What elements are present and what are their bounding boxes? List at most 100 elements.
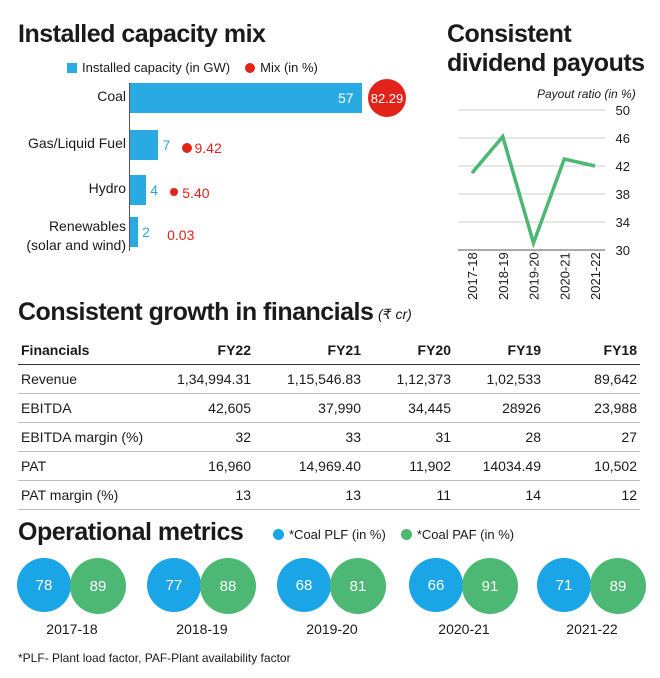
table-row: PAT 16,960 14,969.40 11,902 14034.49 10,502 bbox=[18, 451, 640, 481]
year-label: 2018-19 bbox=[176, 621, 228, 637]
dividend-axis-label: Payout ratio (in %) bbox=[537, 87, 636, 101]
plf-circle: 71 bbox=[537, 558, 591, 612]
table-cell: 28926 bbox=[463, 393, 553, 423]
table-cell: 23,988 bbox=[553, 393, 640, 423]
financials-header-row: Financials FY22 FY21 FY20 FY19 FY18 bbox=[18, 336, 640, 365]
year-label: 2017-18 bbox=[46, 621, 98, 637]
paf-legend-dot bbox=[400, 529, 412, 540]
table-cell: 14 bbox=[463, 480, 553, 510]
category-label: Hydro bbox=[88, 180, 126, 196]
year-label: 2019-20 bbox=[306, 621, 358, 637]
table-cell: 42,605 bbox=[173, 393, 263, 423]
capacity-legend-label: Installed capacity (in GW) bbox=[82, 60, 231, 75]
plf-circle: 66 bbox=[409, 558, 463, 612]
table-cell: 14034.49 bbox=[463, 451, 553, 481]
category-label: Coal bbox=[97, 88, 126, 104]
capacity-bar bbox=[130, 175, 147, 205]
capacity-value-label: 2 bbox=[142, 224, 150, 240]
table-cell: 31 bbox=[373, 422, 463, 452]
capacity-value-label: 57 bbox=[338, 90, 354, 106]
y-tick-label: 30 bbox=[616, 243, 630, 258]
x-tick-label: 2021-22 bbox=[588, 252, 603, 300]
table-header-cell: FY21 bbox=[263, 336, 373, 365]
table-cell: 32 bbox=[173, 422, 263, 452]
financials-body: Revenue 1,34,994.31 1,15,546.83 1,12,373 1,0… bbox=[18, 364, 640, 510]
mix-value-label: 5.40 bbox=[182, 185, 210, 201]
capacity-value-label: 7 bbox=[162, 137, 171, 153]
table-cell: 1,34,994.31 bbox=[173, 364, 263, 394]
dividend-title: Consistent dividend payouts bbox=[447, 20, 645, 78]
table-row: PAT margin (%) 13 13 11 14 12 bbox=[18, 480, 640, 510]
category-label: Renewables (solar and wind) bbox=[26, 218, 126, 253]
table-row: EBITDA margin (%) 32 33 31 28 27 bbox=[18, 422, 640, 452]
table-cell: 27 bbox=[553, 422, 640, 452]
capacity-bar bbox=[130, 130, 159, 160]
table-cell: 11 bbox=[373, 480, 463, 510]
category-label: Gas/Liquid Fuel bbox=[27, 135, 126, 151]
mix-legend-dot bbox=[245, 62, 256, 73]
paf-circle: 81 bbox=[330, 558, 386, 614]
capacity-value-label: 4 bbox=[150, 182, 159, 198]
payout-ratio-line bbox=[470, 132, 596, 249]
paf-legend-label: *Coal PAF (in %) bbox=[416, 527, 515, 542]
operational-legend: *Coal PLF (in %) *Coal PAF (in %) bbox=[273, 527, 514, 542]
mix-dot bbox=[170, 188, 179, 196]
x-tick-label: 2020-21 bbox=[557, 252, 572, 300]
table-cell: 89,642 bbox=[553, 364, 640, 394]
capacity-legend-swatch bbox=[67, 62, 77, 73]
mix-legend-label: Mix (in %) bbox=[260, 60, 318, 75]
row-label-cell: PAT bbox=[18, 451, 173, 481]
table-cell: 1,15,546.83 bbox=[263, 364, 373, 394]
capacity-bar bbox=[130, 217, 139, 247]
footnote: *PLF- Plant load factor, PAF-Plant avail… bbox=[18, 651, 291, 665]
mix-value-label: 0.03 bbox=[167, 227, 195, 243]
plf-circle: 68 bbox=[277, 558, 331, 612]
y-tick-label: 50 bbox=[616, 103, 630, 118]
table-cell: 34,445 bbox=[373, 393, 463, 423]
y-tick-label: 46 bbox=[616, 131, 630, 146]
table-cell: 14,969.40 bbox=[263, 451, 373, 481]
capacity-chart: Coal 57 82.29 Gas/Liquid Fuel 7 9.42 Hydro 4 5.4… bbox=[0, 0, 440, 260]
mix-value-label: 9.42 bbox=[194, 140, 222, 156]
table-header-cell: FY22 bbox=[173, 336, 263, 365]
paf-circle: 89 bbox=[70, 558, 126, 614]
table-cell: 11,902 bbox=[373, 451, 463, 481]
table-header-cell: FY19 bbox=[463, 336, 553, 365]
table-header-cell: FY20 bbox=[373, 336, 463, 365]
paf-circle: 91 bbox=[462, 558, 518, 614]
year-label: 2021-22 bbox=[566, 621, 618, 637]
table-cell: 33 bbox=[263, 422, 373, 452]
paf-circle: 89 bbox=[590, 558, 646, 614]
plf-circle: 77 bbox=[147, 558, 201, 612]
financials-table: Financials FY22 FY21 FY20 FY19 FY18 Revenue 1,… bbox=[18, 336, 640, 510]
table-header-cell: Financials bbox=[18, 336, 173, 365]
x-tick-label: 2019-20 bbox=[527, 252, 542, 300]
row-label-cell: EBITDA bbox=[18, 393, 173, 423]
y-tick-label: 38 bbox=[616, 187, 630, 202]
table-cell: 12 bbox=[553, 480, 640, 510]
row-label-cell: Revenue bbox=[18, 364, 173, 394]
mix-bubble: 82.29 bbox=[368, 79, 406, 117]
table-cell: 10,502 bbox=[553, 451, 640, 481]
dividend-title-line1: Consistent bbox=[447, 20, 572, 48]
dividend-chart: 50 46 42 38 34 30 2017-18 2018-19 2019-20 2020-21… bbox=[458, 103, 630, 300]
capacity-axis-line bbox=[129, 83, 130, 251]
y-tick-label: 34 bbox=[616, 215, 630, 230]
table-cell: 16,960 bbox=[173, 451, 263, 481]
mix-dot bbox=[182, 143, 193, 153]
row-label-cell: PAT margin (%) bbox=[18, 480, 173, 510]
plf-legend-dot bbox=[273, 529, 284, 540]
plf-legend-label: *Coal PLF (in %) bbox=[289, 527, 386, 542]
y-tick-label: 42 bbox=[616, 159, 630, 174]
x-tick-label: 2018-19 bbox=[496, 252, 511, 300]
row-label-cell: EBITDA margin (%) bbox=[18, 422, 173, 452]
plf-circle: 78 bbox=[17, 558, 71, 612]
table-cell: 13 bbox=[173, 480, 263, 510]
paf-circle: 88 bbox=[200, 558, 256, 614]
year-label: 2020-21 bbox=[438, 621, 490, 637]
capacity-title: Installed capacity mix bbox=[18, 20, 266, 48]
table-header-cell: FY18 bbox=[553, 336, 640, 365]
table-row: Revenue 1,34,994.31 1,15,546.83 1,12,373 1,0… bbox=[18, 364, 640, 394]
table-cell: 1,02,533 bbox=[463, 364, 553, 394]
table-cell: 28 bbox=[463, 422, 553, 452]
